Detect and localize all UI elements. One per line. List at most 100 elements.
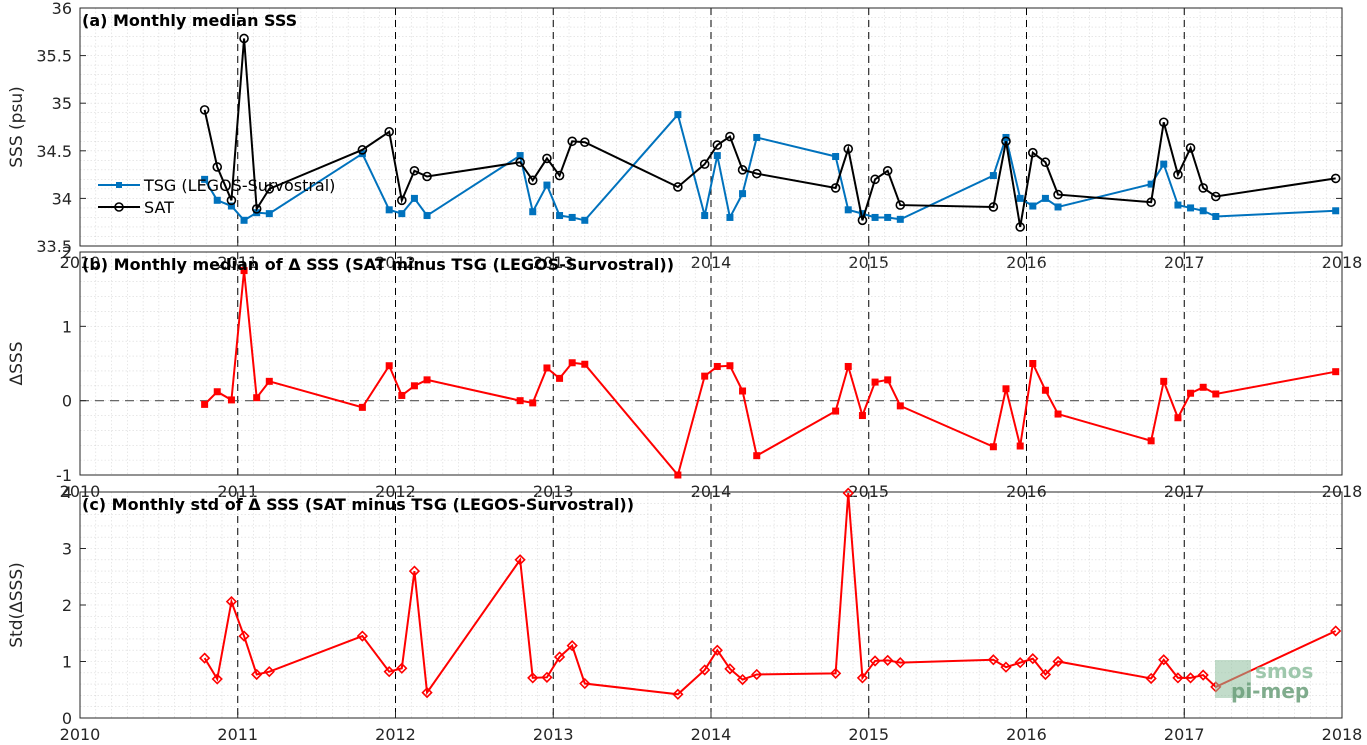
data-point: [674, 471, 682, 479]
data-point: [213, 388, 221, 396]
data-point: [1173, 169, 1183, 180]
data-point: [1184, 672, 1197, 684]
data-point: [408, 565, 421, 577]
data-point: [556, 212, 564, 220]
data-point: [842, 487, 854, 499]
data-point: [239, 33, 249, 44]
data-point: [1212, 212, 1220, 220]
series-tsg-legos-survostral--0: [201, 111, 1340, 224]
data-point: [674, 111, 682, 119]
y-tick-label: 35.5: [36, 47, 72, 66]
data-point: [579, 677, 591, 690]
data-point: [1054, 203, 1062, 211]
y-axis-label: SSS (psu): [7, 86, 27, 167]
data-point: [566, 640, 578, 652]
data-point: [1330, 625, 1342, 637]
data-point: [543, 181, 551, 189]
series-delta-0: [201, 267, 1340, 479]
data-point: [987, 654, 1000, 666]
data-point: [409, 165, 420, 176]
y-tick-label: 4: [62, 483, 72, 502]
data-point: [857, 215, 868, 226]
data-point: [410, 382, 418, 390]
data-point: [423, 212, 431, 220]
data-point: [896, 215, 904, 223]
data-point: [398, 210, 406, 218]
series-line: [203, 38, 1336, 228]
data-point: [1174, 414, 1182, 422]
data-point: [1002, 385, 1010, 393]
data-point: [712, 140, 723, 150]
x-tick-label: 2010: [60, 725, 101, 744]
series-delta-0: [198, 487, 1342, 700]
data-point: [384, 126, 394, 137]
data-point: [1197, 669, 1209, 681]
data-point: [1040, 157, 1051, 168]
data-point: [201, 175, 209, 183]
data-point: [1185, 143, 1196, 153]
data-point: [870, 174, 880, 185]
data-point: [829, 667, 842, 679]
data-point: [1001, 136, 1011, 147]
data-point: [1014, 656, 1026, 669]
watermark-logo-block: [1215, 660, 1251, 698]
data-point: [421, 686, 433, 699]
data-point: [751, 668, 763, 681]
data-point: [832, 407, 840, 415]
data-point: [871, 378, 879, 386]
data-point: [713, 152, 721, 160]
legend-swatch-marker: [116, 182, 122, 188]
data-point: [1158, 654, 1170, 666]
data-point: [1212, 390, 1220, 398]
data-point: [1160, 377, 1168, 385]
data-point: [832, 153, 840, 161]
data-point: [396, 662, 408, 674]
data-point: [529, 208, 537, 216]
data-point: [1146, 197, 1156, 208]
data-point: [844, 362, 852, 370]
data-point: [843, 144, 854, 154]
data-point: [1145, 672, 1157, 685]
data-point: [515, 157, 525, 168]
data-point: [423, 376, 431, 384]
watermark-smos-text: smos: [1255, 659, 1313, 683]
data-point: [251, 204, 262, 214]
data-point: [211, 673, 223, 685]
data-point: [1158, 117, 1169, 128]
data-point: [753, 452, 761, 460]
data-point: [726, 362, 734, 370]
x-tick-label: 2016: [1006, 725, 1047, 744]
data-point: [579, 137, 590, 148]
data-point: [1052, 655, 1064, 668]
panel-c-std-delta-sss: 0 1 2 3 4 2010 2011 2012 2013 2014 2015 2016 2017 201…: [7, 483, 1362, 744]
data-point: [1000, 661, 1012, 673]
data-point: [699, 664, 711, 676]
watermark-pimep-text: pi-mep: [1231, 679, 1309, 703]
data-point: [869, 655, 881, 667]
data-point: [1054, 410, 1062, 418]
data-point: [581, 360, 589, 368]
data-point: [830, 183, 841, 193]
data-point: [856, 672, 869, 684]
data-point: [1027, 653, 1039, 665]
panel-title: (a) Monthly median SSS: [82, 11, 297, 30]
data-point: [581, 216, 589, 224]
series-sat-1: [199, 33, 1341, 232]
data-point: [1028, 147, 1038, 158]
data-point: [527, 175, 538, 186]
data-point: [240, 267, 248, 275]
data-point: [1332, 368, 1340, 376]
x-tick-label: 2015: [848, 725, 889, 744]
data-point: [225, 595, 238, 608]
smos-pimep-watermark: smos pi-mep: [1215, 659, 1313, 703]
data-point: [1147, 437, 1155, 445]
y-tick-label: 1: [62, 317, 72, 336]
data-point: [673, 182, 683, 192]
data-point: [227, 396, 235, 404]
y-axis-label: ΔSSS: [7, 341, 27, 385]
y-tick-label: 1: [62, 653, 72, 672]
data-point: [882, 654, 894, 667]
data-point: [201, 400, 209, 408]
